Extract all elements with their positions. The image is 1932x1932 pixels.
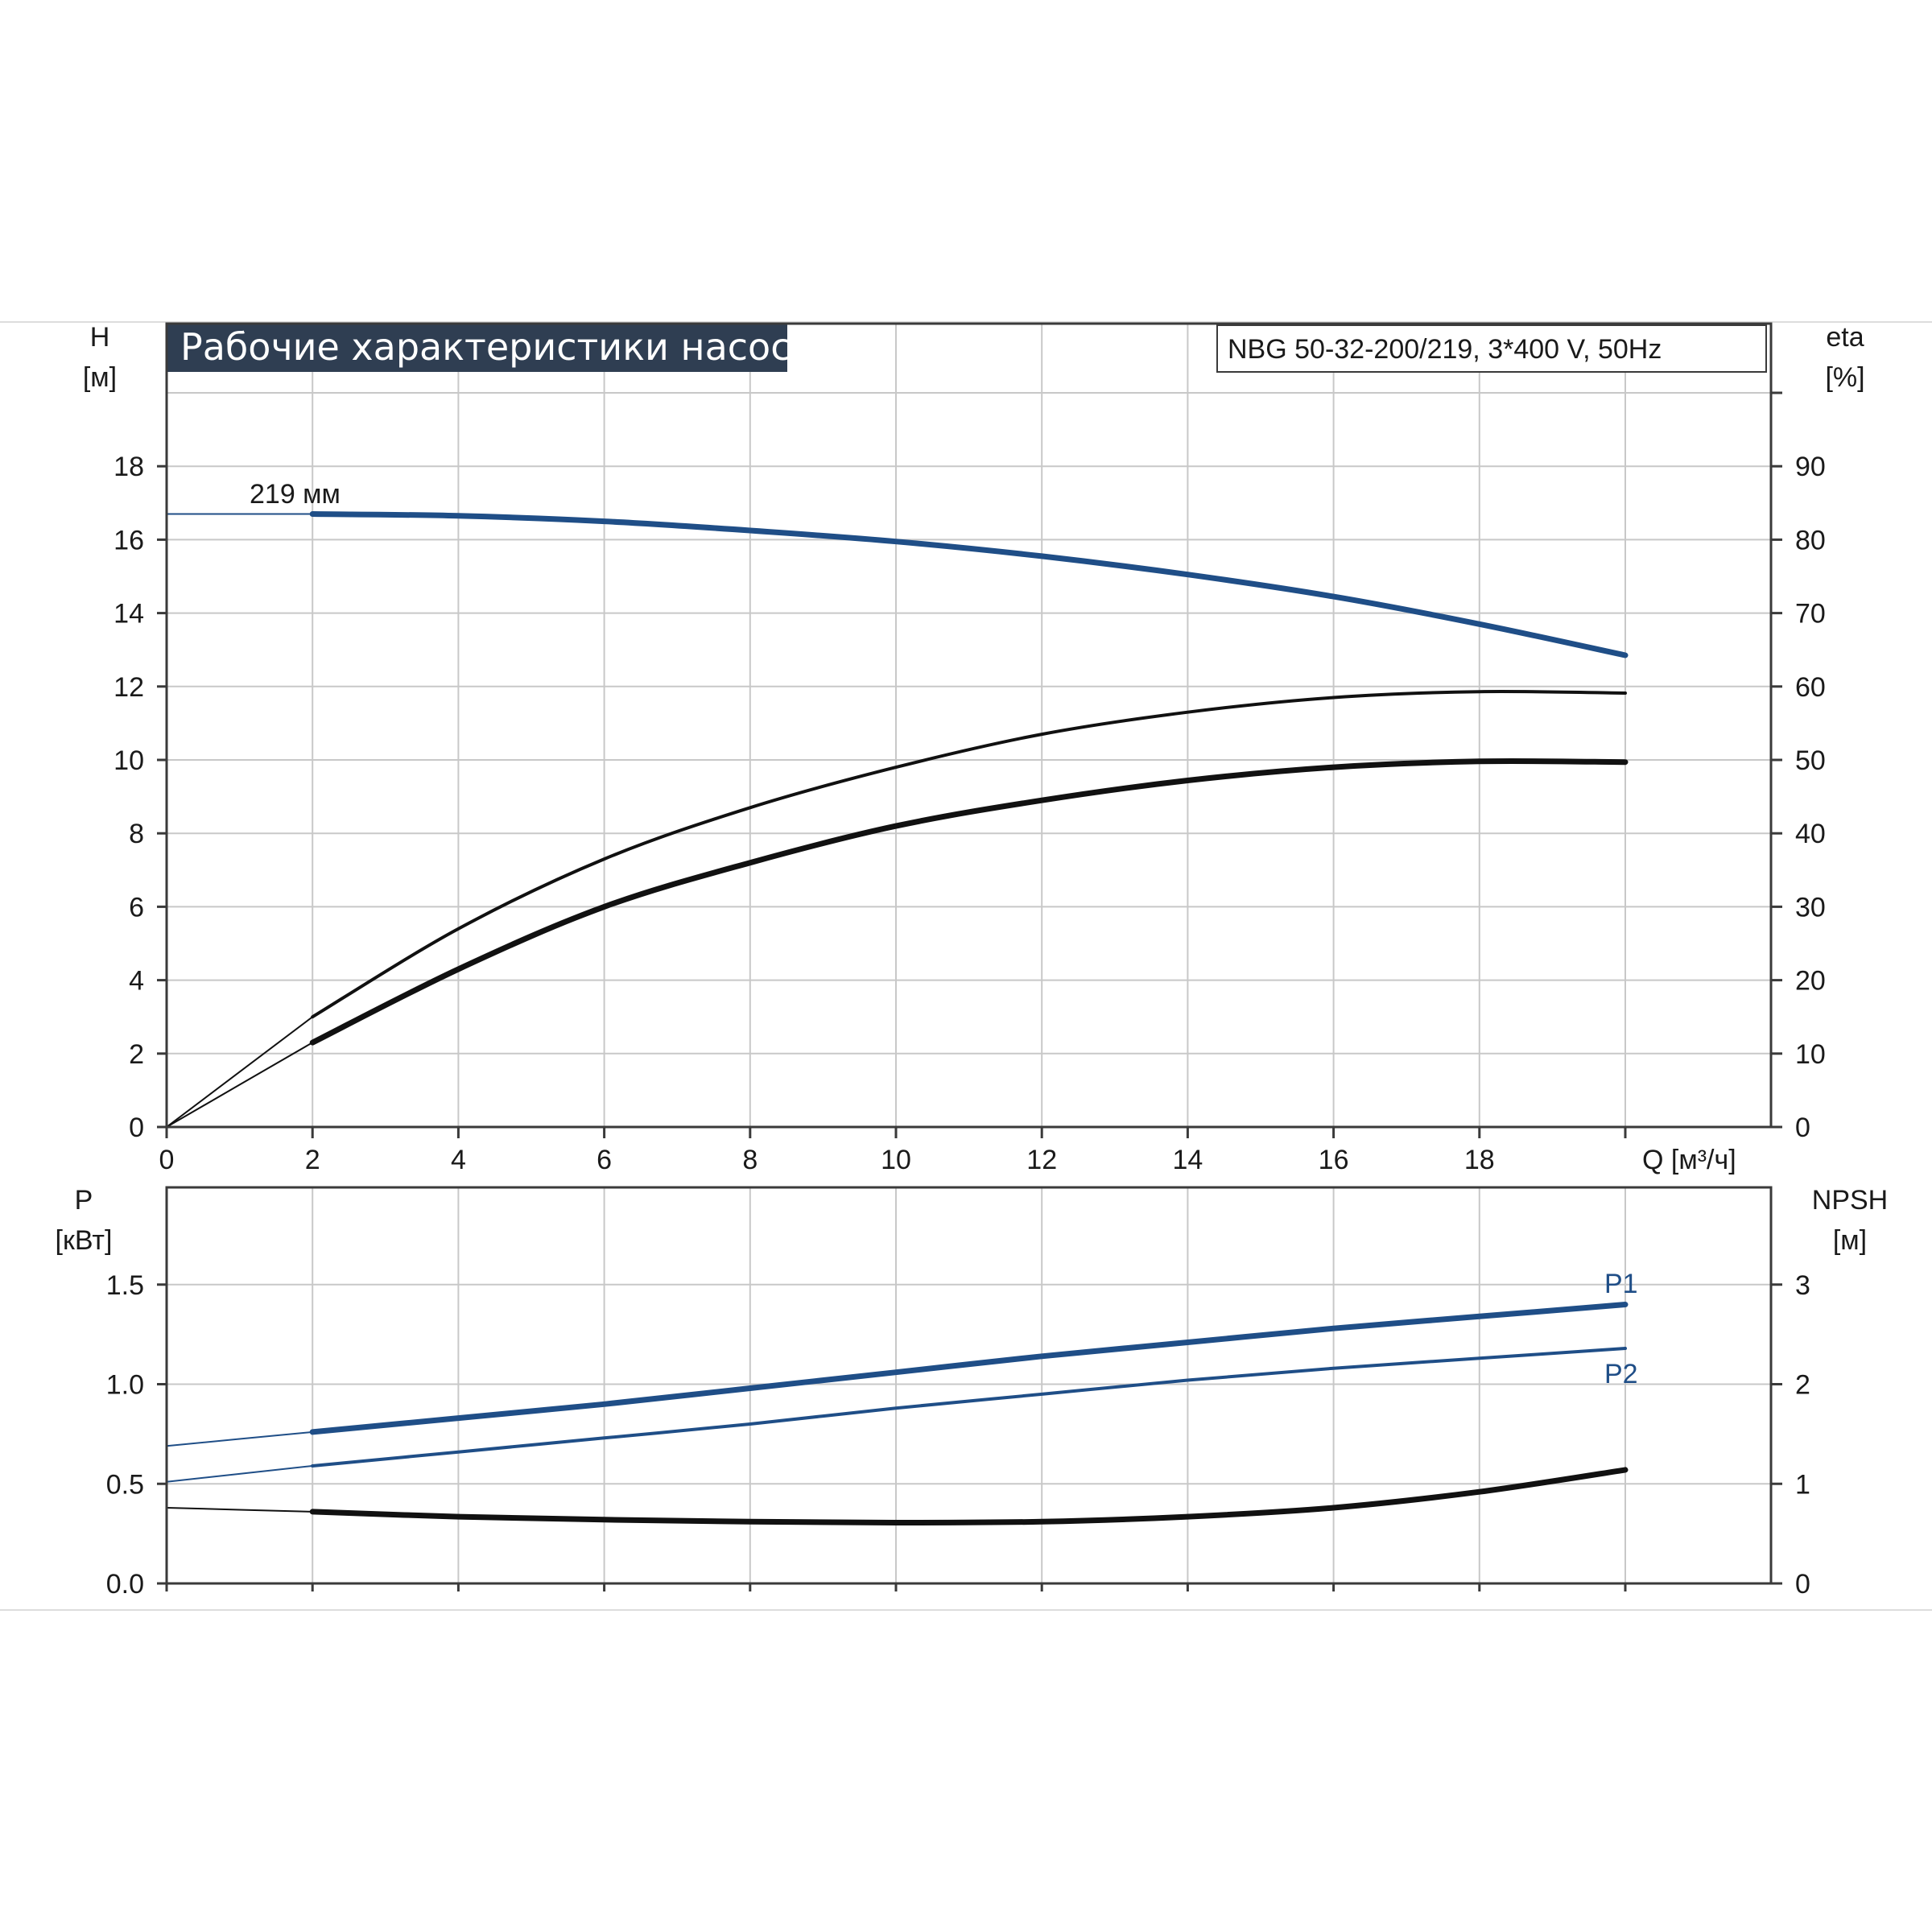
lower-grid: [167, 1187, 1771, 1583]
left-tick-label: 16: [114, 525, 144, 555]
right-tick-label: 40: [1795, 819, 1826, 849]
lower-ticks: 0.0 0.5 1.0 1.5 0 1 2 3: [106, 1270, 1810, 1600]
lower-right-axis-label-2: [м]: [1833, 1225, 1867, 1256]
x-tick-label: 10: [881, 1145, 911, 1175]
impeller-annotation: 219 мм: [250, 479, 341, 510]
left-tick-label: 12: [114, 672, 144, 703]
x-tick-label: 14: [1172, 1145, 1203, 1175]
series-line-extension: [166, 1430, 313, 1447]
lower-plot-frame: [165, 1186, 1773, 1585]
left-tick-label: 4: [129, 966, 144, 997]
series-line: [311, 1347, 1627, 1468]
series-line-extension: [166, 1042, 313, 1128]
series-line: [311, 690, 1627, 1019]
x-tick-label: 6: [597, 1145, 612, 1175]
lower-left-axis-label-1: P: [75, 1185, 93, 1216]
right-tick-label: 3: [1795, 1270, 1810, 1301]
right-tick-label: 2: [1795, 1370, 1810, 1401]
right-tick-label: 0: [1795, 1113, 1810, 1143]
upper-grid: [167, 324, 1771, 1127]
x-tick-label: 0: [159, 1145, 175, 1175]
right-tick-label: 70: [1795, 599, 1826, 630]
upper-right-axis-label-2: [%]: [1825, 362, 1864, 393]
model-label: NBG 50-32-200/219, 3*400 V, 50Hz: [1228, 334, 1662, 365]
series-label-p2: P2: [1604, 1359, 1638, 1389]
right-tick-label: 80: [1795, 525, 1826, 555]
left-tick-label: 2: [129, 1039, 144, 1070]
series-label-p1: P1: [1604, 1269, 1638, 1299]
left-tick-label: 8: [129, 819, 144, 849]
right-tick-label: 10: [1795, 1039, 1826, 1070]
right-tick-label: 50: [1795, 745, 1826, 776]
x-axis-label: Q [м³/ч]: [1642, 1145, 1736, 1175]
left-tick-label: 1.0: [106, 1370, 144, 1401]
right-tick-label: 20: [1795, 966, 1826, 997]
series-line: [309, 1302, 1629, 1435]
right-tick-label: 30: [1795, 892, 1826, 923]
series-line: [309, 1467, 1629, 1526]
x-tick-label: 16: [1319, 1145, 1349, 1175]
upper-plot-frame: [165, 322, 1773, 1129]
right-tick-label: 1: [1795, 1469, 1810, 1500]
model-box: [1216, 324, 1767, 373]
series-line-extension: [166, 1465, 313, 1483]
lower-right-axis-label-1: NPSH: [1812, 1185, 1888, 1216]
x-tick-label: 4: [451, 1145, 466, 1175]
x-tick-label: 12: [1026, 1145, 1057, 1175]
series-line: [309, 511, 1629, 658]
upper-left-axis-label-2: [м]: [83, 362, 117, 393]
left-tick-label: 18: [114, 452, 144, 482]
x-tick-label: 8: [742, 1145, 758, 1175]
upper-ticks: 0 2 4 6 8 10 12 14 16 18 0 10 20 30 40 50 60 70 80 90 0 2 4 6 8 1…: [114, 391, 1826, 1175]
upper-left-axis-label-1: H: [90, 322, 110, 353]
right-tick-label: 0: [1795, 1569, 1810, 1600]
lower-left-axis-label-2: [кВт]: [56, 1225, 113, 1256]
left-tick-label: 0.0: [106, 1569, 144, 1600]
series-line: [309, 758, 1629, 1046]
left-tick-label: 0: [129, 1113, 144, 1143]
left-tick-label: 10: [114, 745, 144, 776]
right-tick-label: 90: [1795, 452, 1826, 482]
chart-title: Рабочие характеристики насоса: [180, 325, 814, 369]
left-tick-label: 0.5: [106, 1469, 144, 1500]
upper-series: [166, 511, 1629, 1128]
right-tick-label: 60: [1795, 672, 1826, 703]
chart-title-box: [166, 324, 787, 372]
upper-right-axis-label-1: eta: [1826, 322, 1864, 353]
lower-series: [166, 1302, 1629, 1526]
left-tick-label: 6: [129, 892, 144, 923]
left-tick-label: 14: [114, 599, 144, 630]
left-tick-label: 1.5: [106, 1270, 144, 1301]
series-line-extension: [166, 1507, 313, 1513]
series-line-extension: [166, 1016, 313, 1128]
x-tick-label: 2: [305, 1145, 320, 1175]
x-tick-label: 18: [1464, 1145, 1495, 1175]
